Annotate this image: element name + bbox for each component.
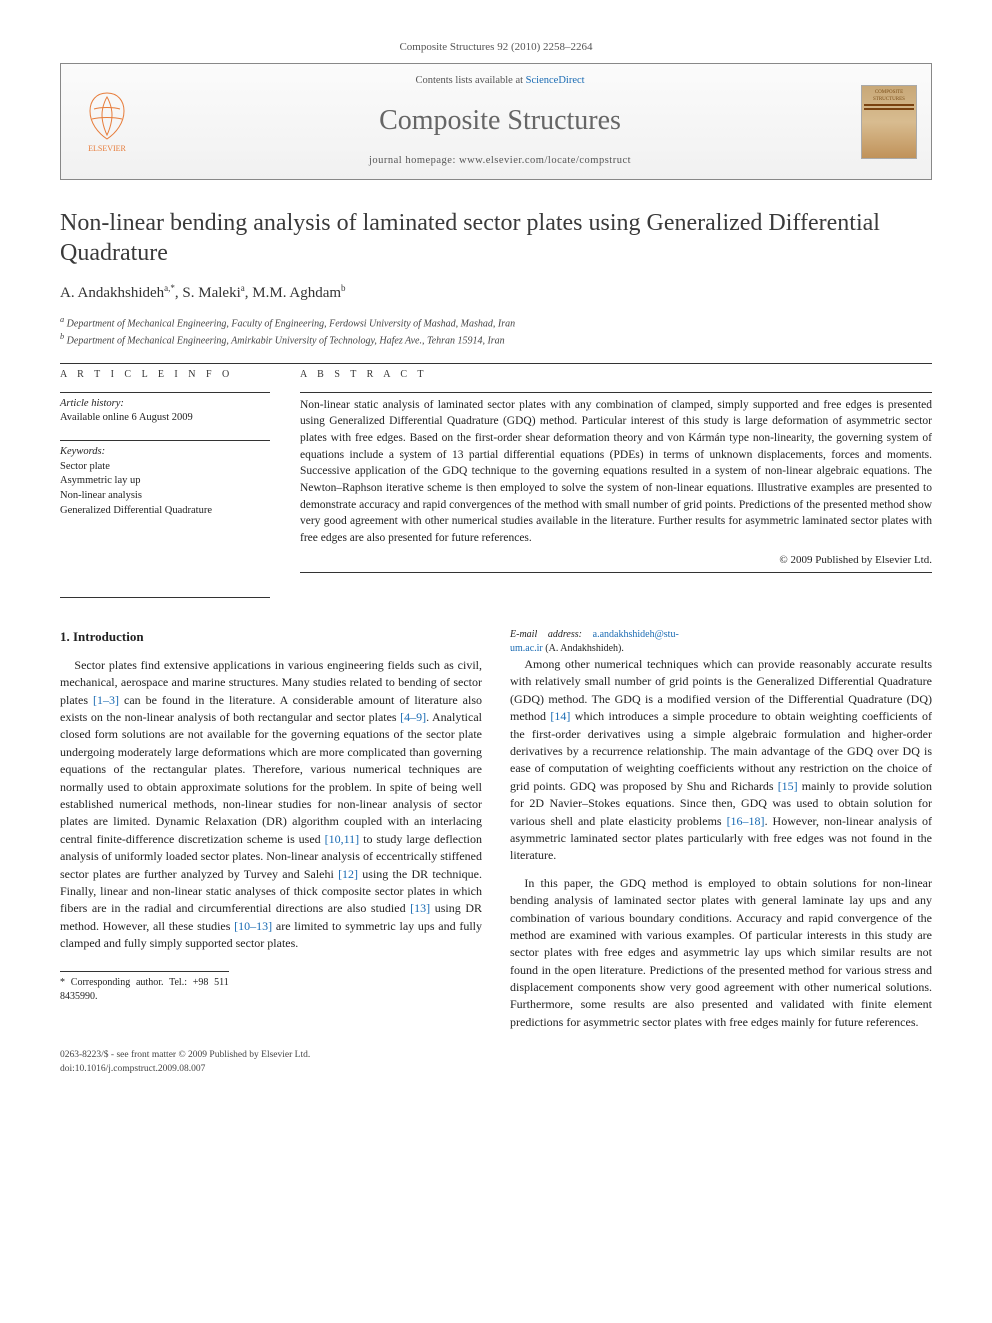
history-heading: Article history:: [60, 397, 270, 412]
affiliation-b: b Department of Mechanical Engineering, …: [60, 331, 932, 348]
author-3: M.M. Aghdam: [252, 285, 341, 301]
author-1-sup: a,*: [164, 283, 175, 293]
header-center: Contents lists available at ScienceDirec…: [139, 74, 861, 169]
author-1: A. Andakhshideh: [60, 285, 164, 301]
citation-ref[interactable]: [16–18]: [727, 814, 765, 828]
footer-line-2: doi:10.1016/j.compstruct.2009.08.007: [60, 1063, 932, 1076]
sciencedirect-link[interactable]: ScienceDirect: [526, 75, 585, 86]
abstract-copyright: © 2009 Published by Elsevier Ltd.: [300, 553, 932, 568]
horizontal-rule: [60, 392, 270, 393]
cover-band: [864, 104, 914, 106]
cover-band: [864, 108, 914, 110]
article-history: Article history: Available online 6 Augu…: [60, 397, 270, 426]
keywords-block: Keywords: Sector plate Asymmetric lay up…: [60, 445, 270, 518]
history-line: Available online 6 August 2009: [60, 411, 270, 426]
author-3-sup: b: [341, 283, 346, 293]
article-info-heading: A R T I C L E I N F O: [60, 368, 270, 382]
footer-lines: 0263-8223/$ - see front matter © 2009 Pu…: [60, 1049, 932, 1076]
abstract-column: A B S T R A C T Non-linear static analys…: [300, 368, 932, 577]
citation-ref[interactable]: [4–9]: [400, 710, 426, 724]
journal-name: Composite Structures: [139, 101, 861, 140]
affil-a-text: Department of Mechanical Engineering, Fa…: [67, 318, 515, 329]
journal-cover-thumbnail: COMPOSITE STRUCTURES: [861, 85, 917, 159]
body-paragraph-2: Among other numerical techniques which c…: [510, 656, 932, 865]
body-paragraph-1: Sector plates find extensive application…: [60, 657, 482, 953]
keyword-item: Generalized Differential Quadrature: [60, 504, 270, 519]
email-label: E-mail address:: [510, 629, 582, 640]
keyword-item: Sector plate: [60, 460, 270, 475]
citation-ref[interactable]: [10–13]: [234, 919, 272, 933]
author-list: A. Andakhshideha,*, S. Malekia, M.M. Agh…: [60, 282, 932, 304]
author-2-sup: a: [241, 283, 245, 293]
abstract-heading: A B S T R A C T: [300, 368, 932, 382]
horizontal-rule: [60, 363, 932, 364]
footer-line-1: 0263-8223/$ - see front matter © 2009 Pu…: [60, 1049, 932, 1062]
keyword-item: Asymmetric lay up: [60, 474, 270, 489]
keywords-heading: Keywords:: [60, 446, 105, 457]
citation-ref[interactable]: [10,11]: [325, 832, 360, 846]
journal-header-box: ELSEVIER Contents lists available at Sci…: [60, 63, 932, 180]
cover-label-top: COMPOSITE: [875, 89, 903, 96]
homepage-label: journal homepage:: [369, 155, 459, 166]
citation-ref[interactable]: [13]: [410, 901, 430, 915]
info-abstract-row: A R T I C L E I N F O Article history: A…: [60, 368, 932, 577]
author-2: S. Maleki: [182, 285, 240, 301]
body-paragraph-3: In this paper, the GDQ method is employe…: [510, 875, 932, 1032]
header-citation: Composite Structures 92 (2010) 2258–2264: [60, 40, 932, 55]
horizontal-rule: [60, 440, 270, 441]
citation-ref[interactable]: [12]: [338, 867, 358, 881]
article-body: 1. Introduction Sector plates find exten…: [60, 628, 932, 1031]
affiliation-a: a Department of Mechanical Engineering, …: [60, 314, 932, 331]
citation-ref[interactable]: [1–3]: [93, 693, 119, 707]
contents-prefix: Contents lists available at: [415, 75, 525, 86]
homepage-url: www.elsevier.com/locate/compstruct: [459, 155, 631, 166]
cover-label-bottom: STRUCTURES: [873, 96, 905, 103]
article-info-column: A R T I C L E I N F O Article history: A…: [60, 368, 270, 577]
horizontal-rule: [300, 572, 932, 573]
elsevier-logo: ELSEVIER: [75, 86, 139, 158]
horizontal-rule: [60, 597, 270, 598]
citation-ref[interactable]: [14]: [550, 709, 570, 723]
citation-ref[interactable]: [15]: [778, 779, 798, 793]
elsevier-label: ELSEVIER: [88, 143, 126, 154]
horizontal-rule: [300, 392, 932, 393]
contents-list-line: Contents lists available at ScienceDirec…: [139, 74, 861, 89]
keyword-item: Non-linear analysis: [60, 489, 270, 504]
affil-b-text: Department of Mechanical Engineering, Am…: [67, 336, 505, 347]
abstract-text: Non-linear static analysis of laminated …: [300, 397, 932, 547]
section-1-heading: 1. Introduction: [60, 628, 482, 647]
corresponding-email: E-mail address: a.andakhshideh@stu-um.ac…: [510, 628, 679, 656]
affiliations: a Department of Mechanical Engineering, …: [60, 314, 932, 349]
email-suffix: (A. Andakhshideh).: [545, 643, 624, 654]
journal-homepage: journal homepage: www.elsevier.com/locat…: [139, 154, 861, 169]
corresponding-author: * Corresponding author. Tel.: +98 511 84…: [60, 976, 229, 1004]
article-title: Non-linear bending analysis of laminated…: [60, 208, 932, 268]
